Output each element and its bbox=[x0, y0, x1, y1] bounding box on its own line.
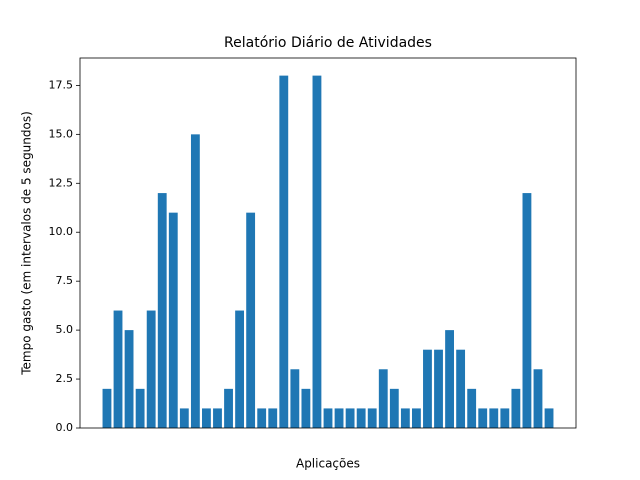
bar bbox=[533, 369, 543, 428]
y-tick-label: 12.5 bbox=[49, 176, 74, 189]
bar bbox=[445, 330, 454, 428]
bar bbox=[113, 310, 123, 428]
bar bbox=[224, 388, 233, 428]
bar bbox=[356, 408, 366, 428]
bar bbox=[179, 408, 189, 428]
bar bbox=[500, 408, 510, 428]
bar bbox=[345, 408, 355, 428]
y-tick-label: 10.0 bbox=[49, 225, 74, 238]
bar bbox=[102, 388, 112, 428]
bar bbox=[157, 193, 167, 428]
bar bbox=[544, 408, 554, 428]
bar bbox=[168, 212, 178, 428]
bar bbox=[124, 330, 134, 428]
bar bbox=[135, 388, 145, 428]
bar bbox=[423, 349, 432, 428]
bar bbox=[279, 75, 289, 428]
x-axis-label: Aplicações bbox=[296, 457, 360, 471]
y-tick-label: 5.0 bbox=[56, 323, 74, 336]
bar bbox=[268, 408, 278, 428]
bar bbox=[367, 408, 377, 428]
bar bbox=[257, 408, 267, 428]
bar bbox=[511, 388, 521, 428]
bar bbox=[323, 408, 333, 428]
plot-frame bbox=[79, 57, 577, 429]
bar bbox=[389, 388, 399, 428]
bar bbox=[290, 369, 300, 428]
chart-title: Relatório Diário de Atividades bbox=[224, 35, 432, 51]
bar bbox=[246, 212, 256, 428]
bar bbox=[456, 349, 466, 428]
bar bbox=[301, 388, 311, 428]
bar bbox=[213, 408, 222, 428]
y-tick-label: 2.5 bbox=[56, 372, 74, 385]
bar bbox=[467, 388, 477, 428]
bar bbox=[378, 369, 388, 428]
bar bbox=[489, 408, 499, 428]
bar bbox=[411, 408, 421, 428]
y-tick-label: 15.0 bbox=[49, 127, 74, 140]
y-tick-label: 17.5 bbox=[49, 78, 74, 91]
bar bbox=[312, 75, 322, 428]
bar bbox=[434, 349, 443, 428]
y-tick-label: 7.5 bbox=[56, 274, 74, 287]
bar bbox=[522, 193, 532, 428]
bar bbox=[478, 408, 488, 428]
bar bbox=[190, 134, 200, 428]
y-axis-label: Tempo gasto (em intervalos de 5 segundos… bbox=[20, 111, 34, 376]
y-tick-label: 0.0 bbox=[56, 421, 74, 434]
bar bbox=[146, 310, 156, 428]
bar bbox=[235, 310, 245, 428]
bar bbox=[202, 408, 211, 428]
bar bbox=[334, 408, 344, 428]
bar bbox=[400, 408, 410, 428]
